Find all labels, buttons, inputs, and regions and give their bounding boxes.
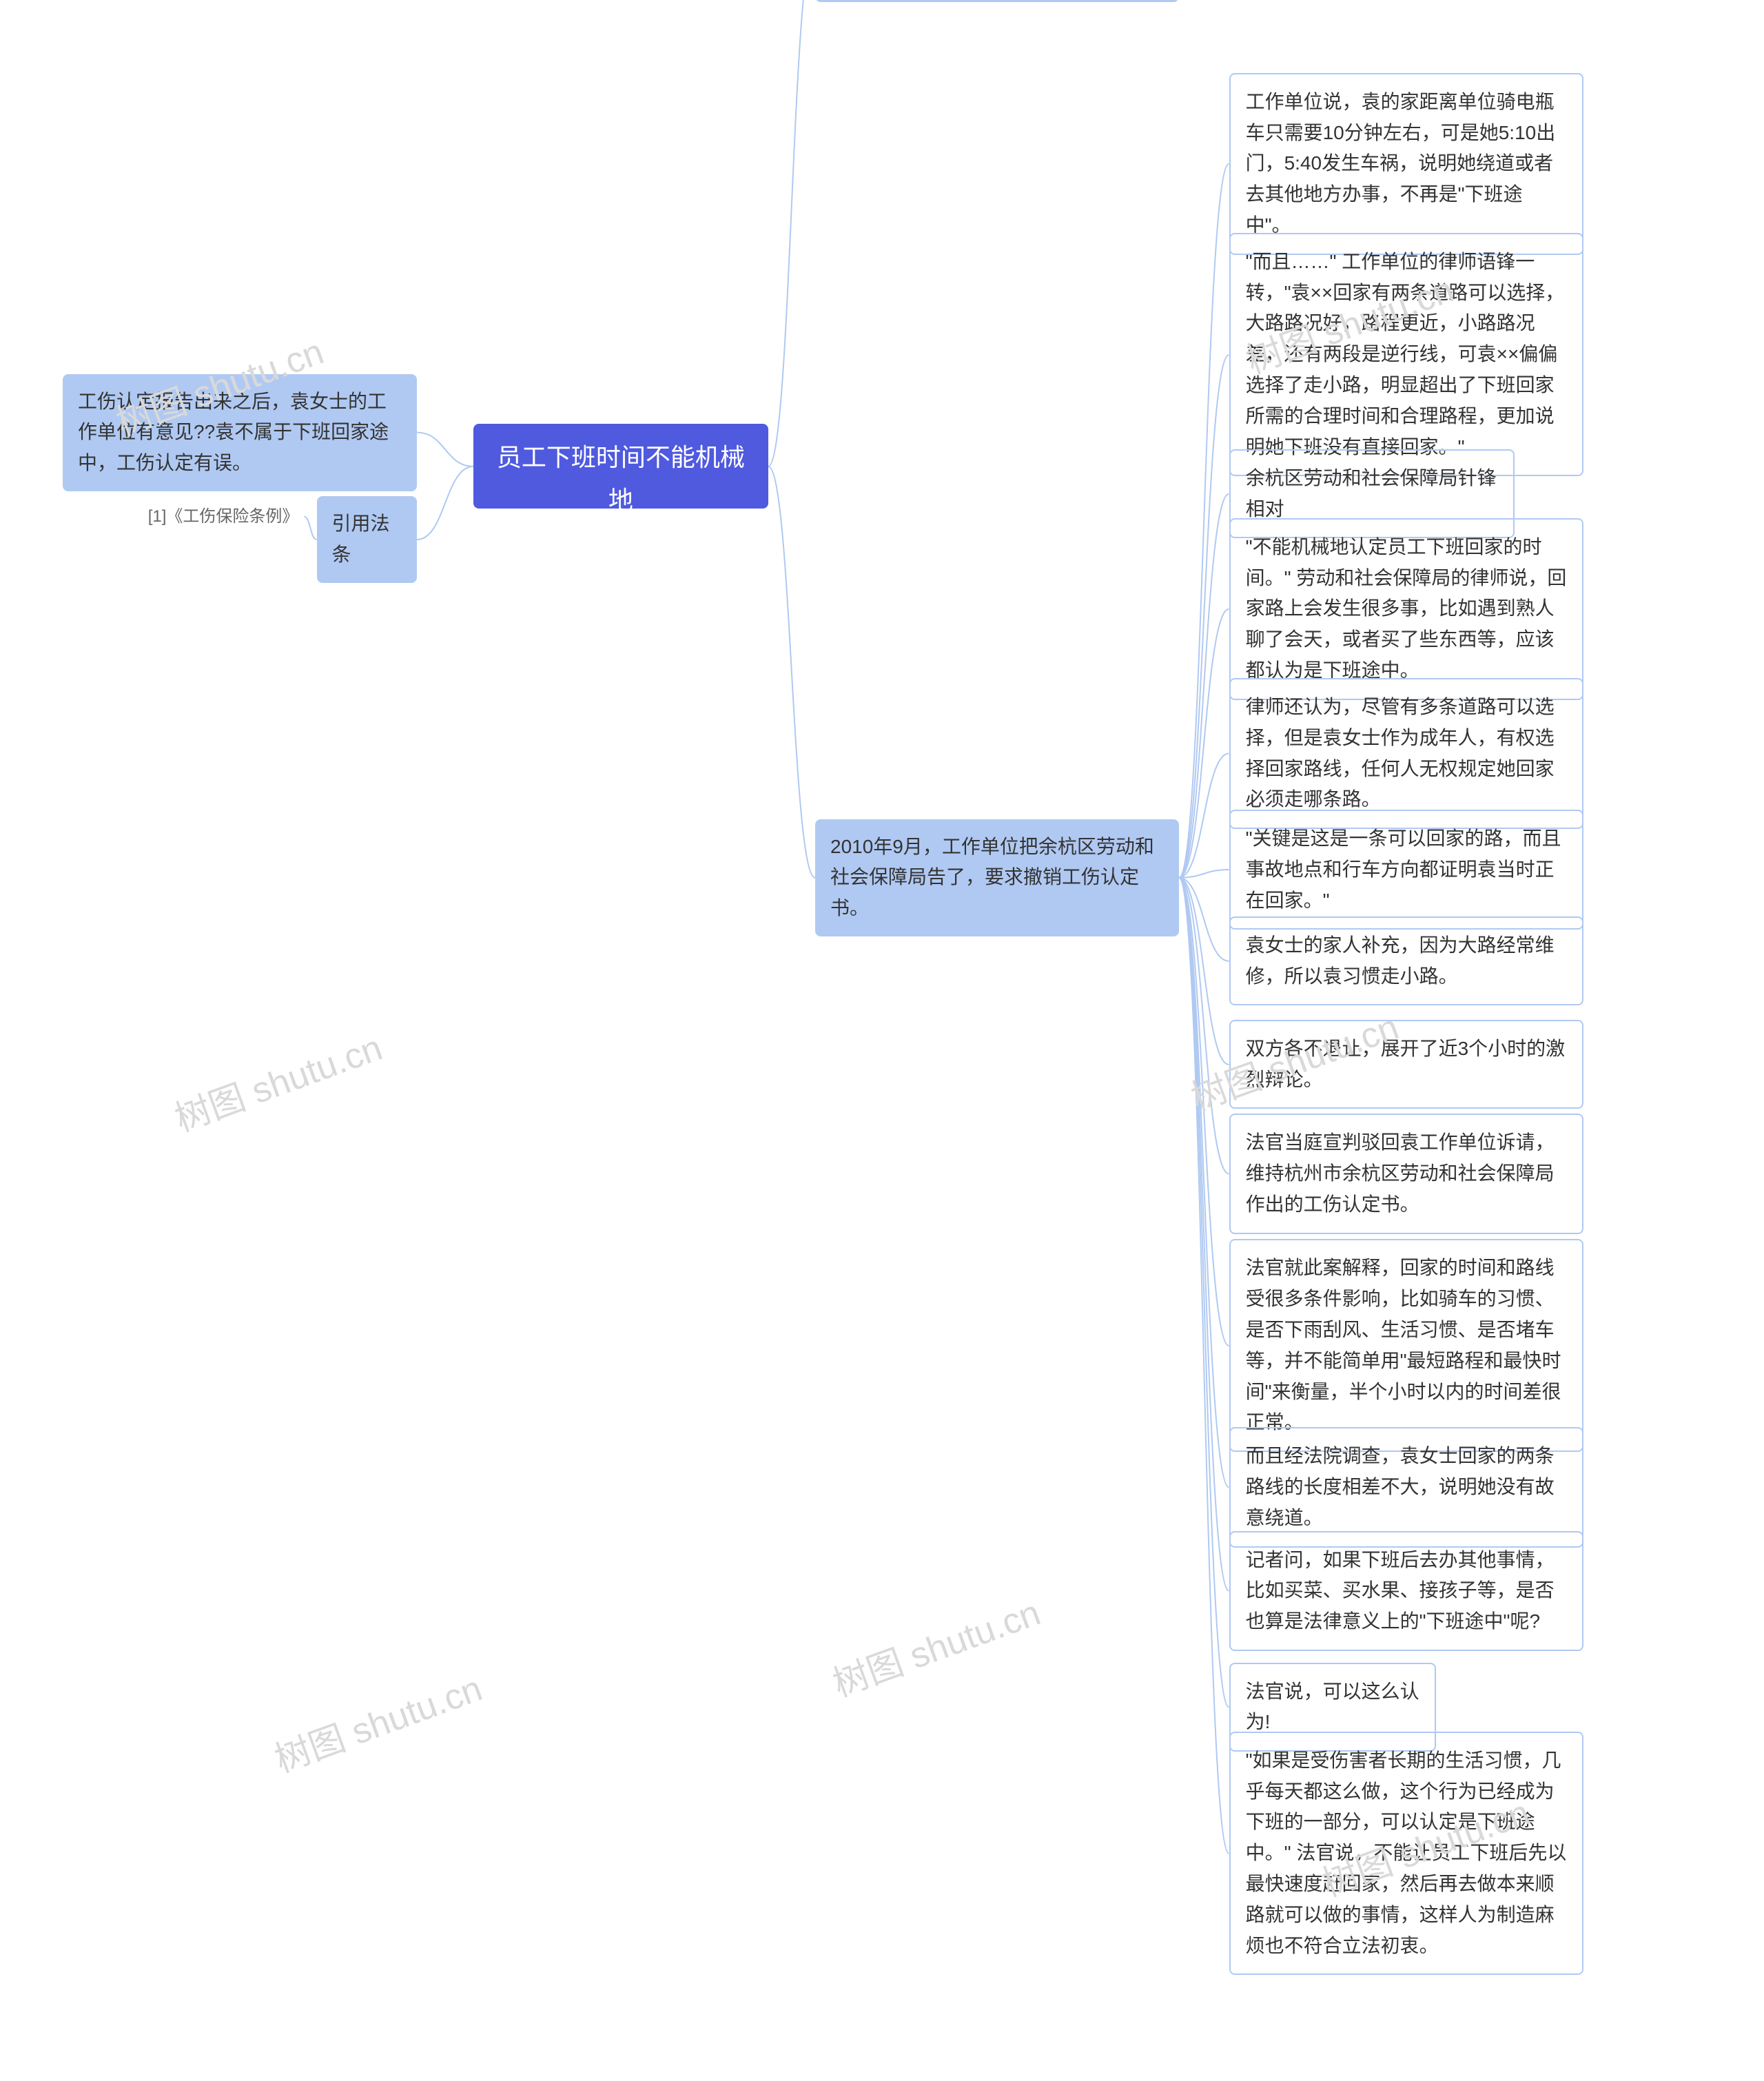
edge-R2-D3 bbox=[1179, 494, 1229, 878]
mindmap-canvas: 员工下班时间不能机械地 认定 工伤认定报告出来之后，袁女士的工作单位有意见??袁不… bbox=[0, 0, 1764, 2081]
node-text: 余杭区劳动和社会保障局针锋相对 bbox=[1246, 467, 1497, 520]
node-text: 律师还认为，尽管有多条道路可以选择，但是袁女士作为成年人，有权选择回家路线，任何… bbox=[1246, 696, 1555, 810]
watermark: 树图 shutu.cn bbox=[267, 1659, 489, 1782]
node-D4: "不能机械地认定员工下班回家的时间。" 劳动和社会保障局的律师说，回家路上会发生… bbox=[1229, 518, 1583, 700]
edge-R2-D9 bbox=[1179, 878, 1229, 1174]
edge-R2-D6 bbox=[1179, 870, 1229, 878]
node-text: 袁女士的家人补充，因为大路经常维修，所以袁习惯走小路。 bbox=[1246, 934, 1555, 987]
edge-R2-D12 bbox=[1179, 878, 1229, 1591]
node-text: 双方各不退让，展开了近3个小时的激烈辩论。 bbox=[1246, 1038, 1566, 1090]
node-D10: 法官就此案解释，回家的时间和路线受很多条件影响，比如骑车的习惯、是否下雨刮风、生… bbox=[1229, 1239, 1583, 1452]
node-text: 2010年9月，工作单位把余杭区劳动和社会保障局告了，要求撤销工伤认定书。 bbox=[830, 836, 1154, 919]
node-text: 法官当庭宣判驳回袁工作单位诉请，维持杭州市余杭区劳动和社会保障局作出的工伤认定书… bbox=[1246, 1131, 1555, 1215]
edge-R2-D1 bbox=[1179, 164, 1229, 878]
node-text: 员工下班时间不能机械地 认定 bbox=[497, 443, 745, 555]
edge-R2-D5 bbox=[1179, 753, 1229, 877]
node-D12: 记者问，如果下班后去办其他事情，比如买菜、买水果、接孩子等，是否也算是法律意义上… bbox=[1229, 1531, 1583, 1651]
node-text: 引用法条 bbox=[332, 513, 390, 565]
edge-root-L2 bbox=[417, 467, 473, 540]
node-L2a: [1]《工伤保险条例》 bbox=[141, 500, 305, 534]
node-D6: "关键是这是一条可以回家的路，而且事故地点和行车方向都证明袁当时正在回家。" bbox=[1229, 810, 1583, 930]
watermark: 树图 shutu.cn bbox=[825, 1583, 1047, 1706]
node-D1: 工作单位说，袁的家距离单位骑电瓶车只需要10分钟左右，可是她5:10出门，5:4… bbox=[1229, 73, 1583, 255]
node-text: [1]《工伤保险条例》 bbox=[148, 507, 299, 526]
node-text: 记者问，如果下班后去办其他事情，比如买菜、买水果、接孩子等，是否也算是法律意义上… bbox=[1246, 1549, 1555, 1632]
node-text: 工伤认定报告出来之后，袁女士的工作单位有意见??袁不属于下班回家途中，工伤认定有… bbox=[78, 391, 389, 474]
node-text: 法官说，可以这么认为! bbox=[1246, 1681, 1419, 1733]
edge-root-L1 bbox=[417, 433, 473, 467]
node-text: "而且……" 工作单位的律师语锋一转，"袁××回家有两条道路可以选择，大路路况好… bbox=[1246, 251, 1565, 458]
edge-root-R1 bbox=[768, 0, 815, 467]
node-text: "如果是受伤害者长期的生活习惯，几乎每天都这么做，这个行为已经成为下班的一部分，… bbox=[1246, 1750, 1567, 1956]
edge-R2-D14 bbox=[1179, 878, 1229, 1854]
node-text: 工作单位说，袁的家距离单位骑电瓶车只需要10分钟左右，可是她5:10出门，5:4… bbox=[1246, 91, 1556, 236]
node-D11: 而且经法院调查，袁女士回家的两条路线的长度相差不大，说明她没有故意绕道。 bbox=[1229, 1427, 1583, 1547]
edge-root-R2 bbox=[768, 467, 815, 878]
node-text: 法官就此案解释，回家的时间和路线受很多条件影响，比如骑车的习惯、是否下雨刮风、生… bbox=[1246, 1257, 1561, 1433]
edge-R2-D13 bbox=[1179, 878, 1229, 1708]
node-D2: "而且……" 工作单位的律师语锋一转，"袁××回家有两条道路可以选择，大路路况好… bbox=[1229, 233, 1583, 477]
node-L1: 工伤认定报告出来之后，袁女士的工作单位有意见??袁不属于下班回家途中，工伤认定有… bbox=[63, 374, 417, 491]
edge-R2-D11 bbox=[1179, 878, 1229, 1488]
edge-R2-D2 bbox=[1179, 355, 1229, 878]
node-D5: 律师还认为，尽管有多条道路可以选择，但是袁女士作为成年人，有权选择回家路线，任何… bbox=[1229, 678, 1583, 829]
edge-L2-L2a bbox=[304, 517, 316, 540]
edge-R2-D4 bbox=[1179, 609, 1229, 878]
node-D14: "如果是受伤害者长期的生活习惯，几乎每天都这么做，这个行为已经成为下班的一部分，… bbox=[1229, 1732, 1583, 1976]
node-D8: 双方各不退让，展开了近3个小时的激烈辩论。 bbox=[1229, 1020, 1583, 1109]
node-R2: 2010年9月，工作单位把余杭区劳动和社会保障局告了，要求撤销工伤认定书。 bbox=[815, 819, 1179, 936]
node-L2: 引用法条 bbox=[317, 496, 418, 583]
node-D7: 袁女士的家人补充，因为大路经常维修，所以袁习惯走小路。 bbox=[1229, 916, 1583, 1006]
edge-R2-D7 bbox=[1179, 878, 1229, 961]
node-D9: 法官当庭宣判驳回袁工作单位诉请，维持杭州市余杭区劳动和社会保障局作出的工伤认定书… bbox=[1229, 1114, 1583, 1233]
node-root: 员工下班时间不能机械地 认定 bbox=[473, 424, 768, 509]
node-text: 而且经法院调查，袁女士回家的两条路线的长度相差不大，说明她没有故意绕道。 bbox=[1246, 1445, 1555, 1528]
edge-R2-D10 bbox=[1179, 878, 1229, 1346]
watermark: 树图 shutu.cn bbox=[167, 1018, 389, 1141]
node-R1: 余杭区劳动和社会保障局认为，袁女士属于下班(xiaban)回家遭遇不幸，根据《工… bbox=[815, 0, 1179, 2]
node-text: "关键是这是一条可以回家的路，而且事故地点和行车方向都证明袁当时正在回家。" bbox=[1246, 828, 1561, 911]
node-text: "不能机械地认定员工下班回家的时间。" 劳动和社会保障局的律师说，回家路上会发生… bbox=[1246, 536, 1567, 681]
edge-R2-D8 bbox=[1179, 878, 1229, 1065]
